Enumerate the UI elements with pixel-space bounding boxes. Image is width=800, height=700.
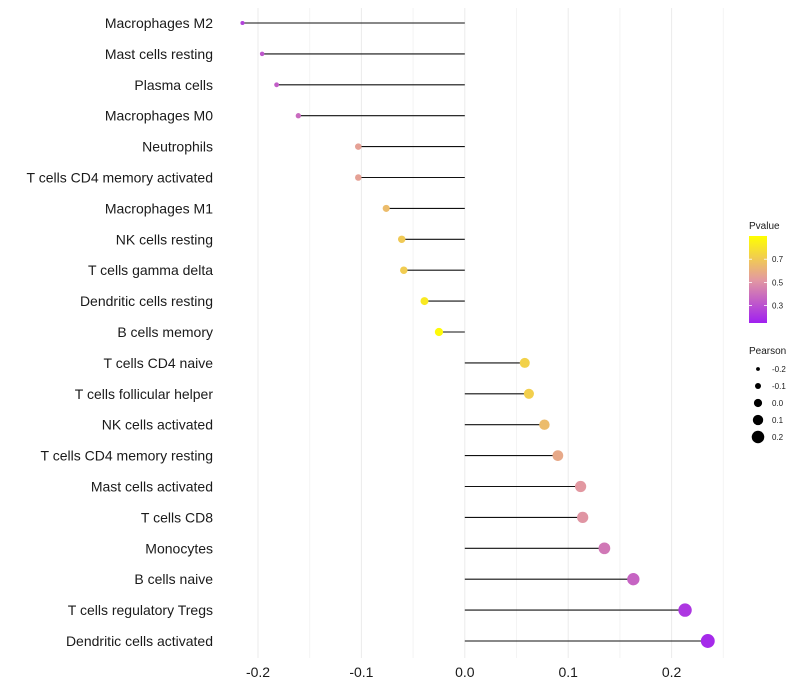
size-legend-key <box>752 414 764 426</box>
lollipop-point <box>700 634 715 648</box>
x-axis-tick-labels: -0.2 -0.1 0.0 0.1 0.2 <box>246 664 682 680</box>
lollipop-point <box>400 266 408 274</box>
y-axis-label: NK cells activated <box>102 417 213 433</box>
size-legend-label: 0.1 <box>772 416 784 425</box>
y-axis-label: Macrophages M2 <box>105 15 213 31</box>
x-axis-tick-label: -0.2 <box>246 664 270 680</box>
y-axis-label: B cells memory <box>117 324 213 340</box>
x-axis-tick-label: -0.1 <box>349 664 373 680</box>
y-axis-label: Mast cells resting <box>105 46 213 62</box>
size-legend-label: 0.0 <box>772 399 784 408</box>
grid-layer <box>257 8 724 658</box>
lollipop-point <box>420 297 429 306</box>
size-legend-key <box>754 382 762 390</box>
lollipop-point <box>295 113 301 119</box>
y-axis-label: B cells naive <box>134 571 213 587</box>
x-axis-tick-label: 0.0 <box>455 664 475 680</box>
y-axis-label: Dendritic cells resting <box>80 293 213 309</box>
colorbar-label: 0.7 <box>772 255 784 264</box>
lollipop-point <box>240 20 245 26</box>
colorbar-label: 0.3 <box>772 302 784 311</box>
y-axis-label: NK cells resting <box>116 231 213 247</box>
y-axis-label: T cells CD4 memory activated <box>27 170 213 186</box>
size-legend-label: -0.2 <box>772 365 786 374</box>
y-axis-label: T cells CD4 naive <box>104 355 214 371</box>
lollipop-point <box>627 573 640 586</box>
lollipop-point <box>397 235 406 244</box>
y-axis-label: T cells CD4 memory resting <box>41 448 213 464</box>
lollipop-point <box>577 511 589 524</box>
lollipop-point <box>355 143 362 150</box>
y-axis-label: Plasma cells <box>134 77 213 93</box>
lollipop-point <box>355 174 362 181</box>
lollipop-point <box>523 388 534 399</box>
lollipop-point <box>519 357 530 368</box>
pvalue-legend-title: Pvalue <box>749 221 780 232</box>
size-legend-label: -0.1 <box>772 382 786 391</box>
lollipop-point <box>598 542 611 555</box>
y-axis-label: T cells regulatory Tregs <box>68 602 213 618</box>
size-legend-key <box>756 367 760 371</box>
y-axis-label: Mast cells activated <box>91 479 213 495</box>
pearson-legend: Pearson -0.2 -0.1 0.0 0.1 0.2 <box>749 346 786 444</box>
lollipop-stems <box>242 22 708 642</box>
y-axis-label: Monocytes <box>145 540 213 556</box>
lollipop-point <box>539 419 550 430</box>
lollipop-point <box>382 204 390 212</box>
y-axis-labels: Macrophages M2 Mast cells resting Plasma c… <box>27 15 214 649</box>
y-axis-label: T cells follicular helper <box>75 386 214 402</box>
y-axis-label: T cells CD8 <box>141 509 213 525</box>
lollipop-point <box>434 327 444 337</box>
y-axis-label: Macrophages M1 <box>105 200 213 216</box>
pvalue-legend: Pvalue 0.3 0.5 0.7 <box>749 221 784 323</box>
y-axis-label: Dendritic cells activated <box>66 633 213 649</box>
y-axis-label: T cells gamma delta <box>88 262 213 278</box>
size-legend-key <box>751 430 765 444</box>
pearson-legend-title: Pearson <box>749 346 786 357</box>
x-axis-tick-label: 0.1 <box>558 664 578 680</box>
size-legend-key <box>753 398 763 408</box>
lollipop-point <box>574 480 587 493</box>
lollipop-point <box>259 51 265 57</box>
pvalue-colorbar <box>749 236 767 323</box>
lollipop-point <box>552 450 564 461</box>
y-axis-label: Macrophages M0 <box>105 108 213 124</box>
colorbar-label: 0.5 <box>772 278 784 287</box>
y-axis-label: Neutrophils <box>142 139 213 155</box>
lollipop-point <box>274 82 280 88</box>
x-axis-tick-label: 0.2 <box>662 664 682 680</box>
size-legend-label: 0.2 <box>772 433 784 442</box>
lollipop-point <box>678 603 692 617</box>
lollipop-points <box>240 20 715 648</box>
